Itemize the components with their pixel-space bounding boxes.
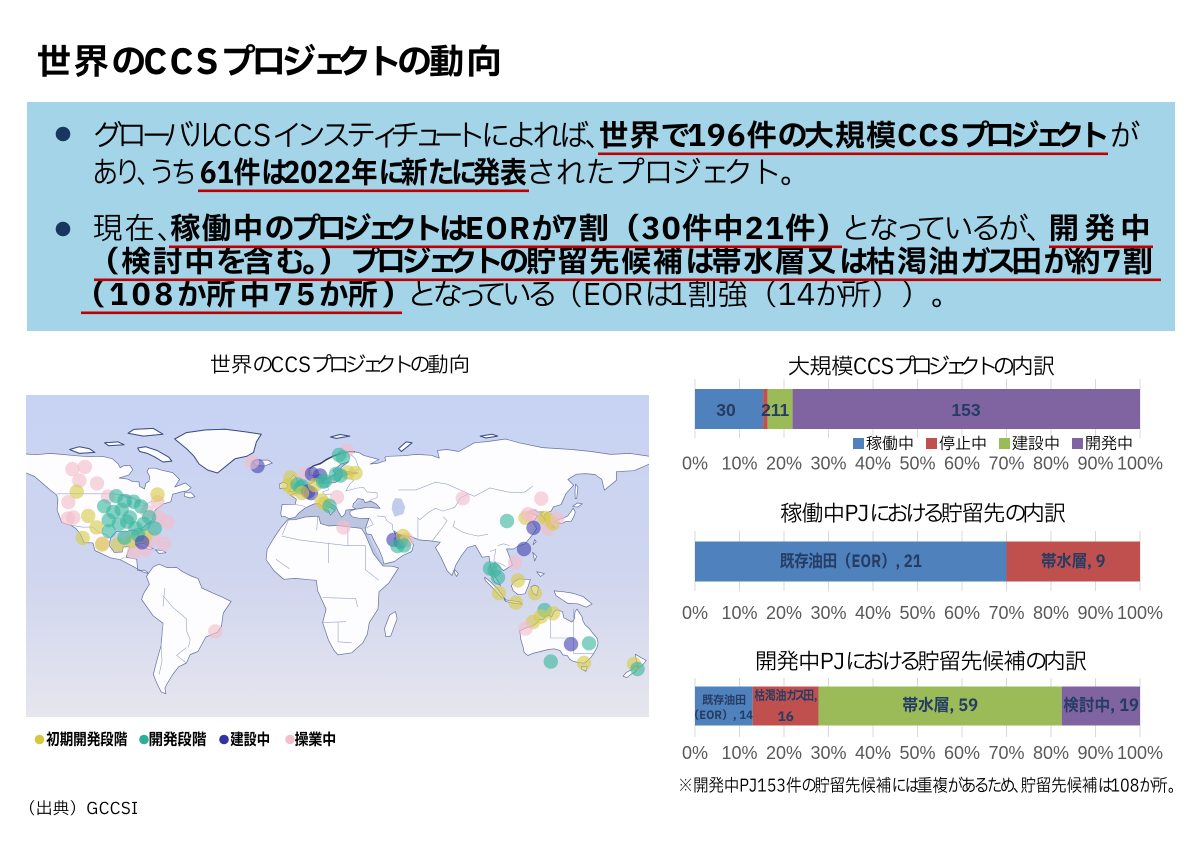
svg-text:60%: 60% bbox=[944, 743, 980, 763]
svg-text:100%: 100% bbox=[1117, 603, 1163, 623]
svg-text:20%: 20% bbox=[766, 743, 802, 763]
svg-text:10%: 10% bbox=[721, 603, 757, 623]
svg-text:153: 153 bbox=[951, 400, 980, 420]
svg-text:90%: 90% bbox=[1077, 454, 1113, 474]
svg-text:90%: 90% bbox=[1077, 743, 1113, 763]
svg-text:10%: 10% bbox=[721, 743, 757, 763]
svg-text:30: 30 bbox=[716, 400, 736, 420]
svg-text:30%: 30% bbox=[810, 603, 846, 623]
svg-text:0%: 0% bbox=[682, 743, 708, 763]
svg-text:50%: 50% bbox=[899, 743, 935, 763]
svg-text:40%: 40% bbox=[855, 454, 891, 474]
svg-text:40%: 40% bbox=[855, 743, 891, 763]
svg-text:0%: 0% bbox=[682, 603, 708, 623]
svg-text:30%: 30% bbox=[810, 743, 846, 763]
svg-text:11: 11 bbox=[771, 400, 790, 420]
svg-text:10%: 10% bbox=[721, 454, 757, 474]
svg-text:50%: 50% bbox=[899, 603, 935, 623]
svg-text:80%: 80% bbox=[1033, 454, 1069, 474]
svg-text:100%: 100% bbox=[1117, 743, 1163, 763]
svg-text:20%: 20% bbox=[766, 603, 802, 623]
svg-text:40%: 40% bbox=[855, 603, 891, 623]
svg-text:70%: 70% bbox=[988, 454, 1024, 474]
svg-text:80%: 80% bbox=[1033, 603, 1069, 623]
svg-text:60%: 60% bbox=[944, 603, 980, 623]
svg-text:80%: 80% bbox=[1033, 743, 1069, 763]
svg-text:30%: 30% bbox=[810, 454, 846, 474]
svg-text:60%: 60% bbox=[944, 454, 980, 474]
svg-text:90%: 90% bbox=[1077, 603, 1113, 623]
svg-text:20%: 20% bbox=[766, 454, 802, 474]
svg-text:0%: 0% bbox=[682, 454, 708, 474]
svg-text:70%: 70% bbox=[988, 603, 1024, 623]
svg-text:100%: 100% bbox=[1117, 454, 1163, 474]
svg-text:70%: 70% bbox=[988, 743, 1024, 763]
svg-text:2: 2 bbox=[761, 400, 771, 420]
svg-text:50%: 50% bbox=[899, 454, 935, 474]
